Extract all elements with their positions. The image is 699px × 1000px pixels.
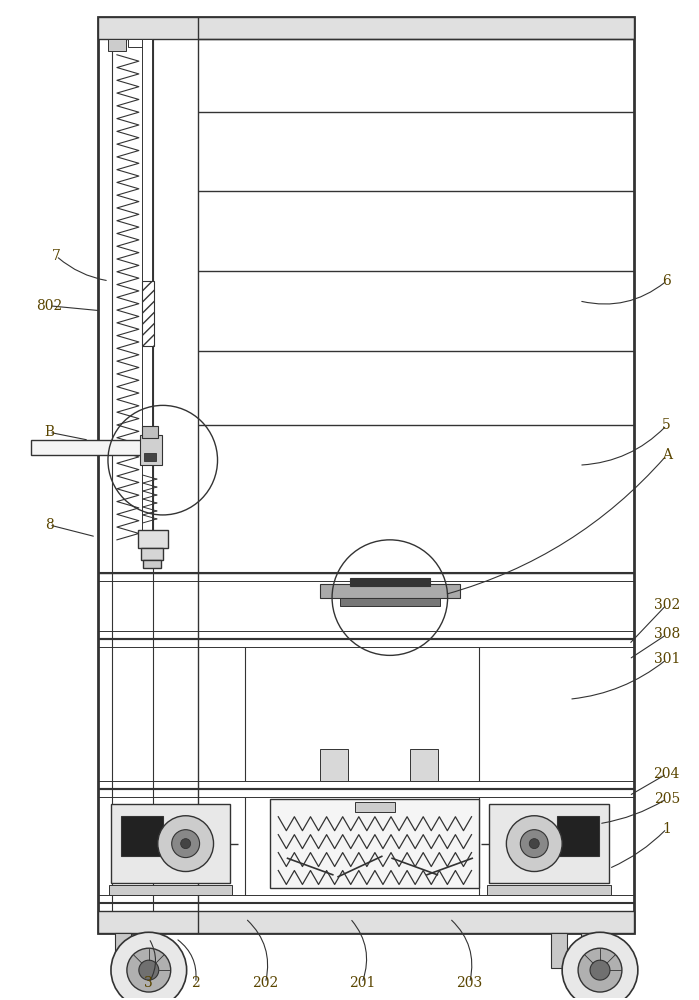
Bar bbox=[142, 426, 158, 438]
Bar bbox=[143, 560, 161, 568]
Circle shape bbox=[172, 830, 200, 858]
Text: 205: 205 bbox=[654, 792, 680, 806]
Bar bbox=[138, 530, 168, 548]
Circle shape bbox=[562, 932, 638, 1000]
Bar bbox=[581, 933, 597, 968]
Text: 3: 3 bbox=[145, 976, 153, 990]
Bar bbox=[142, 39, 152, 540]
Bar bbox=[271, 799, 480, 888]
Bar bbox=[98, 17, 634, 933]
Text: 201: 201 bbox=[349, 976, 375, 990]
Bar bbox=[98, 911, 634, 933]
Circle shape bbox=[590, 960, 610, 980]
Bar bbox=[320, 584, 459, 598]
Bar bbox=[98, 17, 634, 39]
Bar bbox=[111, 804, 231, 883]
Bar bbox=[31, 440, 161, 455]
Text: 8: 8 bbox=[45, 518, 54, 532]
Bar bbox=[115, 933, 131, 968]
Bar bbox=[487, 885, 611, 895]
Circle shape bbox=[506, 816, 562, 872]
Bar bbox=[108, 39, 126, 51]
Text: 204: 204 bbox=[654, 767, 680, 781]
Bar bbox=[121, 816, 163, 856]
Bar bbox=[340, 598, 440, 606]
Text: A: A bbox=[662, 448, 672, 462]
Circle shape bbox=[578, 948, 622, 992]
Bar bbox=[144, 453, 156, 461]
Circle shape bbox=[127, 948, 171, 992]
Bar bbox=[142, 281, 154, 346]
Bar bbox=[410, 749, 438, 781]
Bar bbox=[489, 804, 609, 883]
Text: 7: 7 bbox=[52, 249, 61, 263]
Circle shape bbox=[529, 839, 539, 849]
Bar bbox=[140, 548, 163, 560]
Circle shape bbox=[520, 830, 548, 858]
Circle shape bbox=[139, 960, 159, 980]
Circle shape bbox=[180, 839, 191, 849]
Text: 6: 6 bbox=[663, 274, 671, 288]
Circle shape bbox=[158, 816, 213, 872]
Bar bbox=[350, 578, 430, 586]
Text: 5: 5 bbox=[663, 418, 671, 432]
Bar bbox=[140, 435, 161, 465]
Text: 1: 1 bbox=[662, 822, 671, 836]
Bar bbox=[128, 39, 150, 47]
Text: 203: 203 bbox=[456, 976, 482, 990]
Bar bbox=[552, 933, 567, 968]
Text: 301: 301 bbox=[654, 652, 680, 666]
Bar bbox=[355, 802, 395, 812]
Bar bbox=[145, 933, 161, 968]
Text: 308: 308 bbox=[654, 627, 680, 641]
Text: 802: 802 bbox=[36, 299, 62, 313]
Bar bbox=[109, 885, 233, 895]
Text: 202: 202 bbox=[252, 976, 278, 990]
Bar bbox=[320, 749, 348, 781]
Circle shape bbox=[111, 932, 187, 1000]
Text: 2: 2 bbox=[192, 976, 200, 990]
Text: B: B bbox=[44, 425, 55, 439]
Text: 302: 302 bbox=[654, 598, 680, 612]
Bar bbox=[557, 816, 599, 856]
